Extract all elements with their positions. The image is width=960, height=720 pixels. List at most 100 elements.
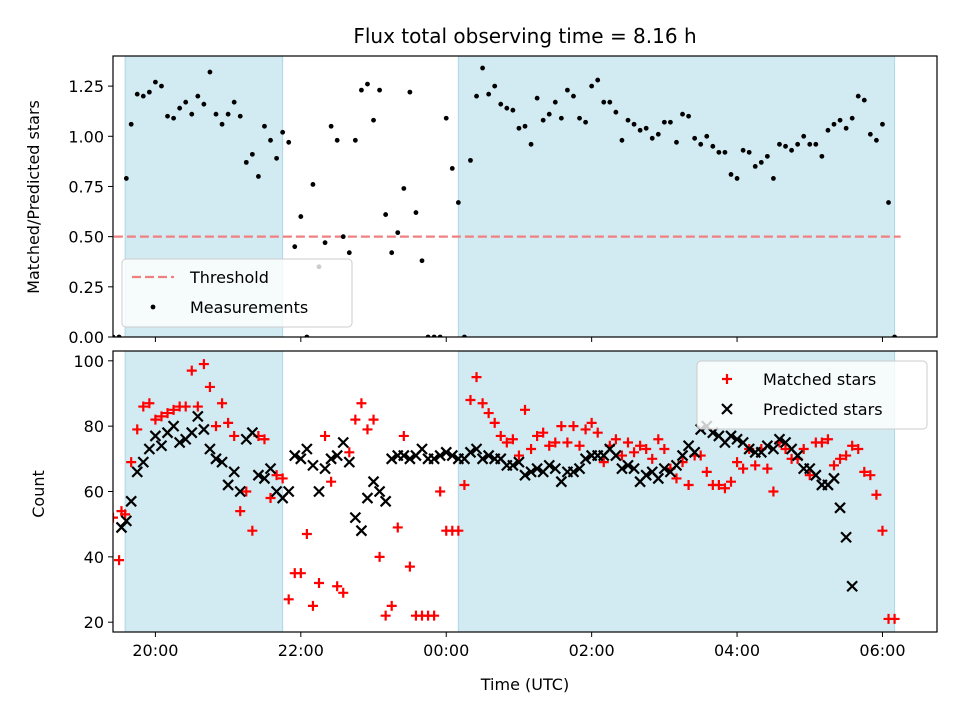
matched-point [113,512,118,523]
matched-point [295,568,306,579]
predicted-point [137,456,150,468]
measurement-point [134,91,140,97]
measurement-point [540,117,546,123]
measurement-point [413,210,419,215]
measurement-point [395,230,401,236]
y-tick-label: 0.75 [68,177,104,196]
measurement-point [710,143,716,149]
measurement-point [237,113,243,119]
measurement-point [661,119,667,125]
matched-point [247,525,258,536]
measurement-point [268,137,273,143]
matched-point [513,450,524,461]
measurement-point [692,135,698,141]
predicted-point [355,524,368,537]
predicted-point [228,466,240,478]
matched-point [804,470,815,481]
matched-point [380,610,391,621]
chart-title: Flux total observing time = 8.16 h [353,24,696,48]
matched-point [368,414,379,425]
matched-point [598,457,609,468]
measurement-point [474,93,479,99]
matched-point [265,493,276,504]
predicted-point [307,459,319,472]
measurement-point [831,121,837,127]
bottom-panel: 20 40 60 80 100 20:00 22:00 00:00 02:00 04:00 06:0… [73,350,938,660]
predicted-point [482,449,495,462]
measurement-point [807,141,813,147]
matched-point [768,486,779,497]
measurement-point [340,234,346,240]
matched-point [780,444,791,455]
measurement-point [843,125,849,131]
measurement-point [346,250,352,256]
predicted-point [313,485,325,498]
predicted-point [622,459,634,472]
measurement-point [716,149,722,155]
measurement-point [534,95,540,101]
predicted-point [743,443,755,455]
measurement-point [607,99,613,105]
matched-point [314,577,324,588]
predicted-point [658,462,671,475]
matched-point [229,430,240,441]
predicted-point [143,443,156,455]
measurement-point [734,176,740,181]
y-tick-label: 40 [84,548,104,567]
legend-measurement-marker [150,304,156,310]
measurement-point [698,141,704,147]
predicted-point [216,456,228,468]
matched-point [659,444,670,455]
series-predicted-stars [115,410,858,593]
measurement-point [128,121,134,127]
measurement-point [498,101,504,107]
matched-point [235,506,246,517]
predicted-point [531,462,543,475]
measurement-point [837,117,843,123]
x-tick-label: 04:00 [714,641,760,660]
predicted-point [325,453,337,465]
measurement-point [777,141,782,147]
measurement-point [492,83,498,89]
measurement-point [764,153,770,159]
measurement-point [480,65,485,71]
measurement-point [455,200,461,205]
measurement-point [746,149,752,155]
matched-point [822,434,833,445]
predicted-point [525,466,537,478]
matched-point [495,430,506,441]
matched-point [732,457,743,468]
matched-point [623,437,633,448]
measurement-point [504,105,510,111]
matched-point [241,486,252,497]
measurement-point [886,200,891,205]
measurement-point [201,101,207,107]
matched-point [180,401,191,412]
matched-point [283,594,294,605]
predicted-point [616,462,628,475]
predicted-point [337,436,350,449]
matched-point [526,444,537,455]
series-measurements [113,65,897,337]
predicted-point [301,443,313,455]
measurement-point [583,119,588,125]
matched-point [829,460,839,471]
measurement-point [165,113,170,119]
matched-point [471,372,482,383]
matched-point [871,489,882,500]
predicted-point [567,466,580,478]
measurement-point [571,93,576,99]
predicted-point [222,479,234,491]
matched-point [653,434,664,445]
matched-point [211,421,221,432]
measurement-point [449,166,455,171]
matched-point [162,408,173,419]
measurement-point [256,174,261,179]
x-tick-label: 06:00 [859,641,905,660]
matched-point [338,587,349,598]
matched-point [538,427,549,438]
predicted-point [840,531,852,544]
measurement-point [359,87,364,93]
matched-point [568,421,579,432]
measurement-point [298,214,304,219]
